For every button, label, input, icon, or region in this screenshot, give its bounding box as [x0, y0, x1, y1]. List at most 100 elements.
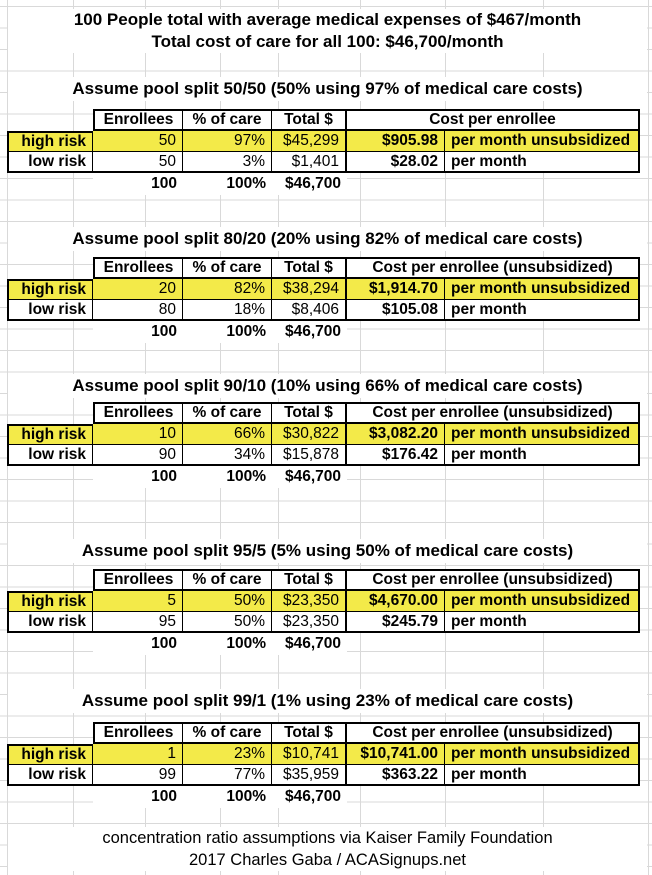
totals-enrollees: 100 [93, 321, 183, 343]
cell-period-note: per month [445, 765, 640, 786]
cell-period-note: per month unsubsidized [445, 279, 640, 300]
cell-enrollees: 20 [93, 279, 183, 300]
totals-label-empty [7, 321, 93, 343]
cell-enrollees: 99 [93, 765, 183, 786]
totals-empty [347, 173, 640, 195]
cell-total: $15,878 [272, 445, 347, 466]
col-header-pct-of-care: % of care [183, 722, 272, 744]
totals-total: $46,700 [272, 173, 347, 195]
totals-enrollees: 100 [93, 786, 183, 808]
row-label-high-risk: high risk [7, 279, 93, 300]
row-label-high-risk: high risk [7, 591, 93, 612]
col-header-pct-of-care: % of care [183, 402, 272, 424]
cell-pct-of-care: 77% [183, 765, 272, 786]
cell-cost-per-enrollee: $363.22 [347, 765, 445, 786]
col-header-cost-per-enrollee: Cost per enrollee (unsubsidized) [347, 722, 640, 744]
cell-period-note: per month unsubsidized [445, 424, 640, 445]
totals-enrollees: 100 [93, 466, 183, 488]
totals-pct-of-care: 100% [183, 321, 272, 343]
cell-pct-of-care: 50% [183, 591, 272, 612]
cell-pct-of-care: 66% [183, 424, 272, 445]
totals-empty [347, 321, 640, 343]
cell-cost-per-enrollee: $28.02 [347, 152, 445, 173]
totals-enrollees: 100 [93, 633, 183, 655]
cell-pct-of-care: 97% [183, 131, 272, 152]
footer-credit-line2: 2017 Charles Gaba / ACASignups.net [188, 850, 466, 869]
pool-table: Enrollees % of care Total $ Cost per enr… [7, 257, 640, 343]
cell-cost-per-enrollee: $4,670.00 [347, 591, 445, 612]
cell-enrollees: 1 [93, 744, 183, 765]
totals-label-empty [7, 173, 93, 195]
col-header-total: Total $ [272, 109, 347, 131]
section-title: Assume pool split 50/50 (50% using 97% o… [8, 77, 647, 101]
col-header-cost-per-enrollee: Cost per enrollee (unsubsidized) [347, 569, 640, 591]
cell-pct-of-care: 18% [183, 300, 272, 321]
cell-period-note: per month [445, 445, 640, 466]
corner-cell [7, 109, 93, 131]
row-label-high-risk: high risk [7, 424, 93, 445]
cell-enrollees: 80 [93, 300, 183, 321]
pool-table: Enrollees % of care Total $ Cost per enr… [7, 402, 640, 488]
footer-credit-block: concentration ratio assumptions via Kais… [8, 827, 647, 871]
cell-period-note: per month [445, 300, 640, 321]
cell-enrollees: 50 [93, 152, 183, 173]
totals-label-empty [7, 466, 93, 488]
totals-total: $46,700 [272, 633, 347, 655]
cell-cost-per-enrollee: $1,914.70 [347, 279, 445, 300]
section-title: Assume pool split 80/20 (20% using 82% o… [8, 227, 647, 251]
col-header-pct-of-care: % of care [183, 109, 272, 131]
totals-empty [347, 466, 640, 488]
cell-enrollees: 5 [93, 591, 183, 612]
col-header-pct-of-care: % of care [183, 257, 272, 279]
col-header-enrollees: Enrollees [93, 722, 183, 744]
corner-cell [7, 402, 93, 424]
col-header-cost-per-enrollee: Cost per enrollee [347, 109, 640, 131]
cell-total: $1,401 [272, 152, 347, 173]
cell-total: $10,741 [272, 744, 347, 765]
totals-enrollees: 100 [93, 173, 183, 195]
totals-pct-of-care: 100% [183, 786, 272, 808]
totals-total: $46,700 [272, 321, 347, 343]
cell-cost-per-enrollee: $3,082.20 [347, 424, 445, 445]
cell-period-note: per month [445, 152, 640, 173]
cell-cost-per-enrollee: $245.79 [347, 612, 445, 633]
page-title-block: 100 People total with average medical ex… [8, 9, 647, 53]
cell-pct-of-care: 50% [183, 612, 272, 633]
cell-cost-per-enrollee: $176.42 [347, 445, 445, 466]
section-title: Assume pool split 90/10 (10% using 66% o… [8, 374, 647, 398]
totals-empty [347, 633, 640, 655]
totals-pct-of-care: 100% [183, 633, 272, 655]
cell-period-note: per month [445, 612, 640, 633]
cell-total: $30,822 [272, 424, 347, 445]
totals-label-empty [7, 786, 93, 808]
totals-total: $46,700 [272, 786, 347, 808]
col-header-total: Total $ [272, 402, 347, 424]
totals-pct-of-care: 100% [183, 466, 272, 488]
cell-period-note: per month unsubsidized [445, 744, 640, 765]
section-title: Assume pool split 99/1 (1% using 23% of … [8, 689, 647, 713]
row-label-low-risk: low risk [7, 765, 93, 786]
cell-total: $38,294 [272, 279, 347, 300]
cell-enrollees: 10 [93, 424, 183, 445]
row-label-high-risk: high risk [7, 744, 93, 765]
corner-cell [7, 569, 93, 591]
footer-credit-line1: concentration ratio assumptions via Kais… [102, 828, 553, 847]
col-header-enrollees: Enrollees [93, 569, 183, 591]
row-label-high-risk: high risk [7, 131, 93, 152]
col-header-enrollees: Enrollees [93, 257, 183, 279]
cell-total: $23,350 [272, 591, 347, 612]
col-header-enrollees: Enrollees [93, 109, 183, 131]
vertical-gridline [648, 0, 649, 875]
cell-cost-per-enrollee: $10,741.00 [347, 744, 445, 765]
cell-enrollees: 95 [93, 612, 183, 633]
cell-total: $45,299 [272, 131, 347, 152]
cell-pct-of-care: 82% [183, 279, 272, 300]
cell-period-note: per month unsubsidized [445, 131, 640, 152]
cell-total: $23,350 [272, 612, 347, 633]
totals-empty [347, 786, 640, 808]
totals-pct-of-care: 100% [183, 173, 272, 195]
cell-pct-of-care: 3% [183, 152, 272, 173]
pool-table: Enrollees % of care Total $ Cost per enr… [7, 569, 640, 655]
cell-cost-per-enrollee: $105.08 [347, 300, 445, 321]
